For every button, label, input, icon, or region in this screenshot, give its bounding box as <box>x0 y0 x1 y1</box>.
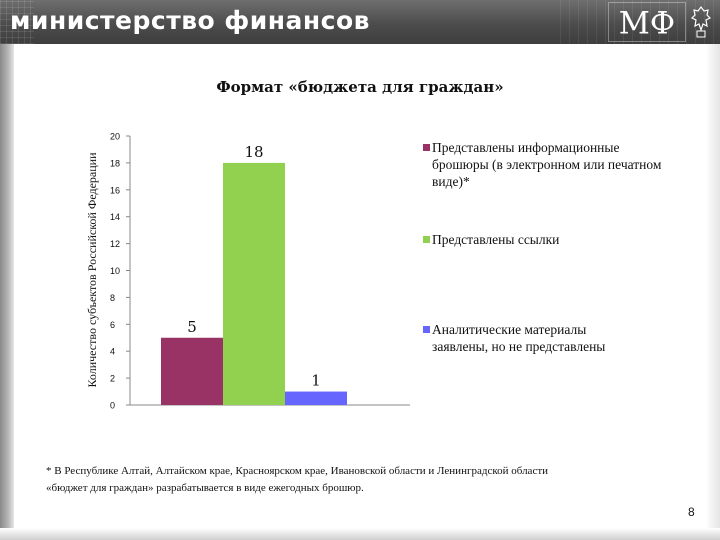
legend-item-brochures: Представлены информационные брошюры (в э… <box>423 139 662 190</box>
logo-text: МФ <box>619 6 675 41</box>
emblem-icon <box>690 6 712 38</box>
footnote-line-2: «бюджет для граждан» разрабатывается в в… <box>46 482 364 494</box>
data-label-analytics: 1 <box>311 372 321 390</box>
bar-analytics <box>285 391 347 405</box>
header-banner: министерство финансов МФ <box>0 0 720 44</box>
legend-item-analytics: Аналитические материалы заявлены, но не … <box>423 321 632 355</box>
legend-label-links: Представлены ссылки <box>432 232 560 247</box>
y-tick-label: 20 <box>110 132 120 142</box>
ministry-logo: МФ <box>608 2 686 42</box>
y-tick-label: 6 <box>110 320 115 330</box>
bar-brochures <box>161 337 223 405</box>
y-tick-label: 10 <box>110 266 120 276</box>
right-shade <box>706 44 720 540</box>
header-grid-pattern <box>0 0 34 44</box>
y-tick-label: 4 <box>110 347 115 357</box>
legend-swatch-analytics <box>423 326 430 333</box>
y-tick-label: 18 <box>110 158 120 168</box>
legend-swatch-brochures <box>423 144 430 151</box>
ministry-title: министерство финансов <box>10 6 370 35</box>
chart-title: Формат «бюджета для граждан» <box>216 78 504 96</box>
legend-label-brochures: Представлены информационные брошюры (в э… <box>432 140 662 189</box>
page-number: 8 <box>688 505 695 519</box>
y-tick-label: 0 <box>110 401 115 411</box>
bottom-shade <box>0 528 720 540</box>
legend-item-links: Представлены ссылки <box>423 231 662 248</box>
left-shade <box>0 44 14 540</box>
footnote-line-1: * В Республике Алтай, Алтайском крае, Кр… <box>46 465 549 477</box>
header-pattern <box>560 0 720 44</box>
footnote: * В Республике Алтай, Алтайском крае, Кр… <box>46 463 666 497</box>
y-tick-label: 12 <box>110 239 120 249</box>
y-tick-label: 16 <box>110 185 120 195</box>
legend-swatch-links <box>423 236 430 243</box>
data-label-links: 18 <box>244 143 263 161</box>
data-label-brochures: 5 <box>187 318 197 336</box>
y-axis-label: Количество субъектов Российской Федераци… <box>85 152 99 388</box>
legend-label-analytics: Аналитические материалы заявлены, но не … <box>432 322 606 354</box>
y-tick-label: 14 <box>110 212 120 222</box>
y-tick-label: 8 <box>110 293 115 303</box>
y-tick-label: 2 <box>110 374 115 384</box>
bar-links <box>223 162 285 405</box>
